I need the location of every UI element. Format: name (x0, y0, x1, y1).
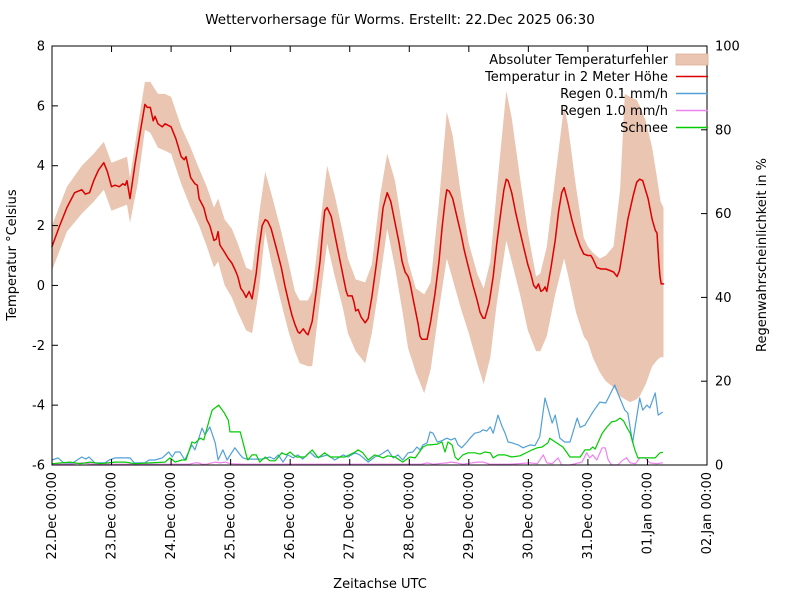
legend-label: Schnee (620, 121, 668, 136)
y-right-tick-label: 20 (715, 375, 732, 390)
y-left-tick-label: 8 (37, 40, 45, 55)
y-left-tick-label: -6 (32, 459, 45, 474)
y-left-tick-label: 4 (37, 159, 45, 174)
legend-band-swatch (675, 53, 709, 66)
x-tick-label: 27.Dec 00:00 (343, 472, 358, 559)
plot-border (51, 45, 708, 466)
error-band-area (52, 81, 664, 403)
axes: 22.Dec 00:00 23.Dec 00:00 24.Dec 00:00 25.D… (32, 40, 740, 560)
y-left-tick-label: -4 (32, 399, 45, 414)
y-right-tick-label: 100 (715, 40, 740, 55)
chart-title: Wettervorhersage für Worms. Erstellt: 22… (205, 12, 595, 28)
y-left-tick-label: 2 (37, 219, 45, 234)
x-tick-label: 22.Dec 00:00 (45, 472, 60, 559)
rain-01mm-line (51, 384, 663, 464)
y-left-tick-label: 0 (37, 279, 45, 294)
y-axis-label-left: Temperatur °Celsius (5, 189, 20, 322)
x-tick-label: 24.Dec 00:00 (164, 472, 179, 559)
series-lines (51, 103, 665, 466)
legend-label: Regen 1.0 mm/h (560, 104, 668, 119)
y-right-tick-label: 40 (715, 291, 732, 306)
x-tick-label: 28.Dec 00:00 (402, 472, 417, 559)
y-right-tick-label: 80 (715, 123, 732, 138)
x-tick-label: 26.Dec 00:00 (283, 472, 298, 559)
snow-line (51, 404, 663, 465)
x-tick-label: 25.Dec 00:00 (224, 472, 239, 559)
x-tick-label: 29.Dec 00:00 (462, 472, 477, 559)
temperature-error-band (52, 81, 664, 403)
legend-label: Temperatur in 2 Meter Höhe (484, 70, 668, 85)
x-tick-label: 31.Dec 00:00 (581, 472, 596, 559)
temperature-line (51, 103, 665, 341)
legend-label: Absoluter Temperaturfehler (489, 53, 668, 68)
y-right-tick-label: 0 (715, 459, 723, 474)
legend-label: Regen 0.1 mm/h (560, 87, 668, 102)
x-axis-label: Zeitachse UTC (333, 577, 427, 592)
x-tick-label: 30.Dec 00:00 (521, 472, 536, 559)
y-left-tick-label: -2 (32, 339, 45, 354)
x-tick-label: 02.Jan 00:00 (700, 472, 715, 554)
rain-10mm-line (51, 447, 663, 466)
x-tick-label: 01.Jan 00:00 (640, 472, 655, 554)
x-tick-label: 23.Dec 00:00 (105, 472, 120, 559)
y-axis-label-right: Regenwahrscheinlichkeit in % (755, 158, 770, 352)
legend: Absoluter Temperaturfehler Temperatur in … (484, 53, 709, 136)
y-left-tick-label: 6 (37, 99, 45, 114)
y-right-tick-label: 60 (715, 207, 732, 222)
